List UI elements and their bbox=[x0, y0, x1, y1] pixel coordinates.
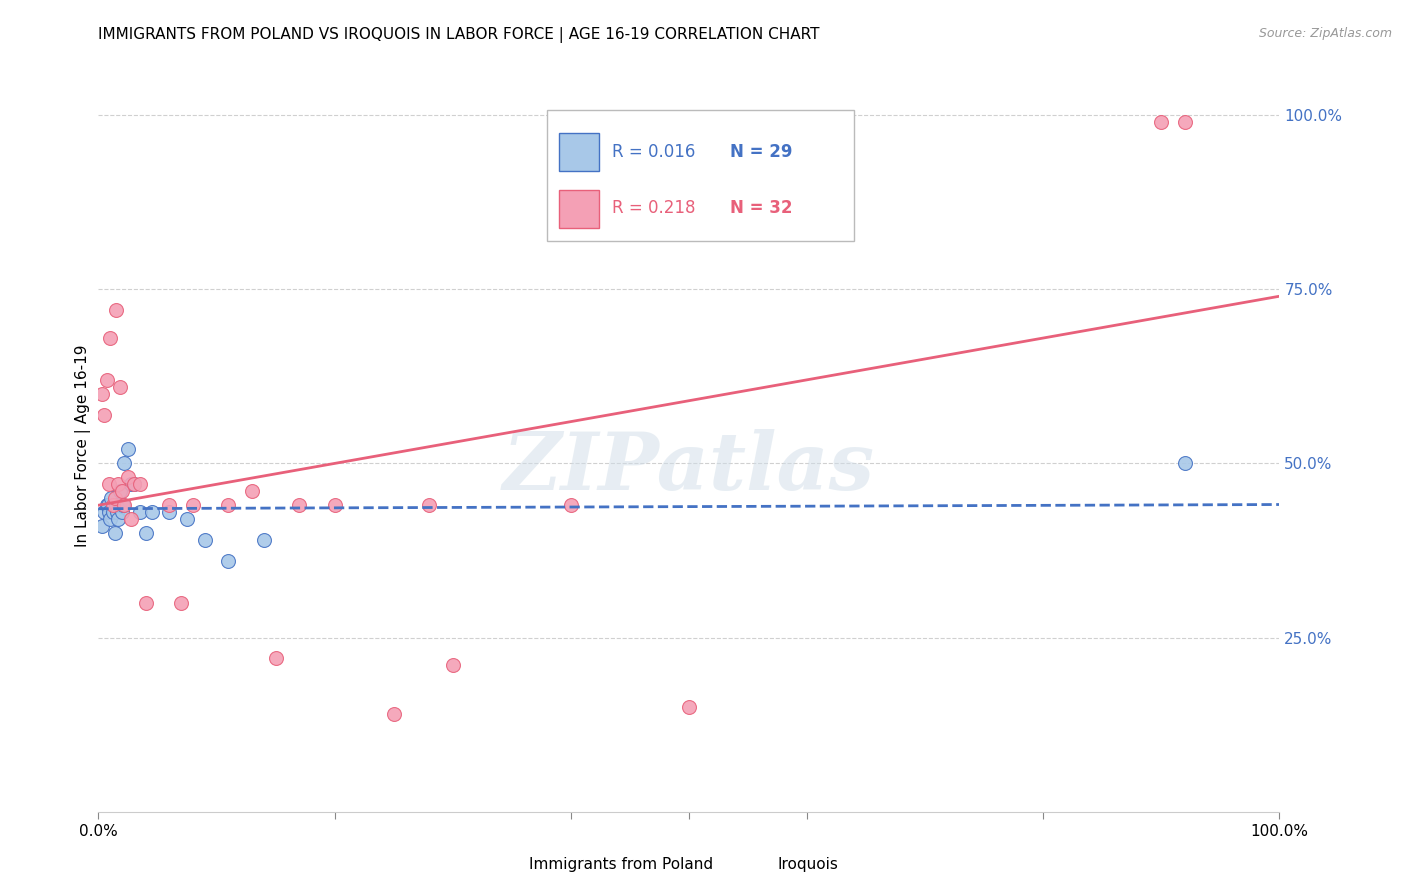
Point bbox=[107, 512, 129, 526]
Point bbox=[112, 457, 135, 471]
Point bbox=[112, 498, 135, 512]
Point bbox=[108, 484, 131, 499]
Point bbox=[288, 498, 311, 512]
Point bbox=[217, 498, 239, 512]
Point bbox=[128, 505, 150, 519]
Point bbox=[253, 533, 276, 547]
Point bbox=[97, 498, 120, 512]
Point bbox=[135, 596, 157, 610]
Point bbox=[98, 331, 121, 345]
Text: IMMIGRANTS FROM POLAND VS IROQUOIS IN LABOR FORCE | AGE 16-19 CORRELATION CHART: IMMIGRANTS FROM POLAND VS IROQUOIS IN LA… bbox=[98, 27, 820, 43]
Y-axis label: In Labor Force | Age 16-19: In Labor Force | Age 16-19 bbox=[76, 344, 91, 548]
Point bbox=[105, 498, 128, 512]
Point bbox=[104, 526, 127, 541]
FancyBboxPatch shape bbox=[547, 110, 855, 241]
Point bbox=[217, 554, 239, 568]
Point bbox=[1174, 457, 1197, 471]
FancyBboxPatch shape bbox=[734, 852, 772, 877]
Text: R = 0.016: R = 0.016 bbox=[612, 143, 696, 161]
Point bbox=[111, 484, 134, 499]
Point bbox=[105, 303, 128, 318]
Point bbox=[100, 491, 122, 506]
Point bbox=[98, 477, 121, 491]
Point bbox=[181, 498, 204, 512]
Point bbox=[121, 477, 143, 491]
Text: Immigrants from Poland: Immigrants from Poland bbox=[530, 857, 714, 871]
Text: N = 29: N = 29 bbox=[730, 143, 793, 161]
Point bbox=[108, 380, 131, 394]
Point bbox=[323, 498, 346, 512]
FancyBboxPatch shape bbox=[560, 190, 599, 228]
Point bbox=[111, 505, 134, 519]
FancyBboxPatch shape bbox=[560, 134, 599, 171]
Point bbox=[121, 512, 143, 526]
Text: R = 0.218: R = 0.218 bbox=[612, 199, 696, 218]
Point bbox=[105, 505, 128, 519]
Point bbox=[112, 498, 135, 512]
Point bbox=[157, 498, 180, 512]
Point bbox=[93, 505, 115, 519]
Point bbox=[678, 700, 700, 714]
Point bbox=[560, 498, 582, 512]
Text: N = 32: N = 32 bbox=[730, 199, 793, 218]
Text: ZIPatlas: ZIPatlas bbox=[503, 429, 875, 507]
Point bbox=[122, 477, 145, 491]
Point bbox=[264, 651, 287, 665]
Text: Source: ZipAtlas.com: Source: ZipAtlas.com bbox=[1258, 27, 1392, 40]
Point bbox=[418, 498, 440, 512]
Point bbox=[194, 533, 217, 547]
Point bbox=[91, 519, 114, 533]
Point bbox=[98, 505, 121, 519]
Point bbox=[117, 470, 139, 484]
Point bbox=[101, 505, 124, 519]
Point bbox=[107, 477, 129, 491]
Point bbox=[122, 477, 145, 491]
Point bbox=[96, 498, 118, 512]
Point bbox=[170, 596, 193, 610]
Point bbox=[157, 505, 180, 519]
Point bbox=[240, 484, 263, 499]
Point bbox=[103, 498, 125, 512]
Point bbox=[135, 526, 157, 541]
Point bbox=[93, 408, 115, 422]
Text: Iroquois: Iroquois bbox=[778, 857, 838, 871]
Point bbox=[117, 442, 139, 457]
Point bbox=[1150, 115, 1173, 129]
Point bbox=[104, 491, 127, 506]
Point bbox=[141, 505, 163, 519]
Point bbox=[91, 386, 114, 401]
Point bbox=[101, 498, 124, 512]
Point bbox=[441, 658, 464, 673]
Point bbox=[382, 707, 405, 722]
Point bbox=[128, 477, 150, 491]
Point bbox=[98, 512, 121, 526]
FancyBboxPatch shape bbox=[486, 852, 523, 877]
Point bbox=[176, 512, 198, 526]
Point bbox=[96, 373, 118, 387]
Point bbox=[1174, 115, 1197, 129]
